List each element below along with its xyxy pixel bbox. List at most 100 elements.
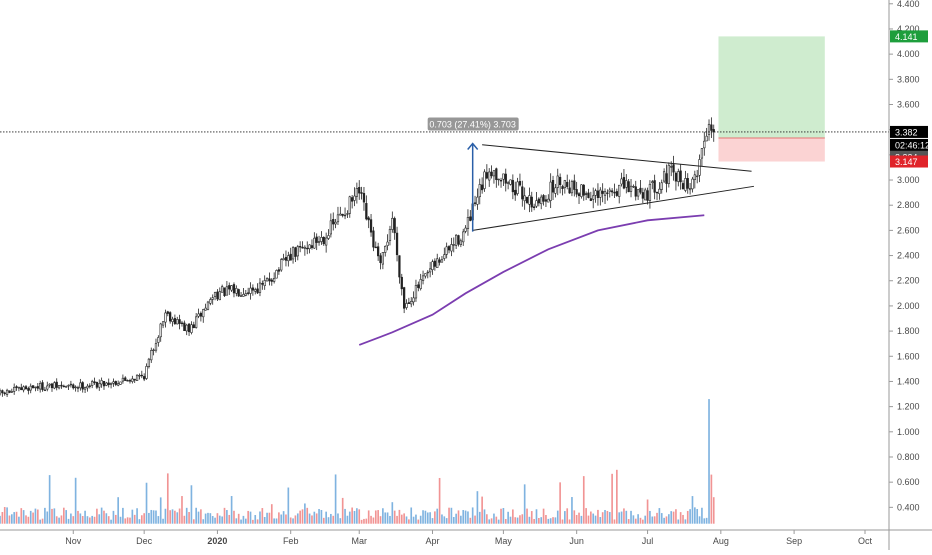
volume-bar <box>93 516 96 524</box>
volume-bar <box>679 512 682 524</box>
candle-body <box>483 171 486 189</box>
candle-body <box>296 246 299 257</box>
candle-body <box>284 257 288 261</box>
candle-body <box>140 374 143 377</box>
volume-bar <box>705 517 708 524</box>
volume-bar <box>452 516 455 524</box>
candle-body <box>535 200 538 207</box>
candle-body <box>102 380 106 387</box>
volume-bar <box>53 508 56 524</box>
volume-bar <box>178 508 181 524</box>
volume-bar <box>209 513 212 524</box>
volume-bar <box>62 507 65 524</box>
volume-bar <box>696 508 699 524</box>
candle-body <box>114 381 117 385</box>
candle-body <box>530 196 533 208</box>
volume-bar <box>672 511 675 524</box>
candle-body <box>258 282 262 293</box>
candle-body <box>554 187 557 194</box>
time-axis[interactable]: Nov Dec 2020 Feb Mar Apr May Jun Jul Aug Sep Oct <box>0 529 932 546</box>
candle-body <box>566 181 569 187</box>
candle-body <box>79 382 82 389</box>
volume-bar <box>623 508 625 524</box>
price-tick-label: 4.200 <box>897 24 920 34</box>
candle-body <box>218 291 221 301</box>
volume-bar <box>171 509 174 524</box>
volume-bar <box>280 514 283 524</box>
volume-bar <box>712 497 715 524</box>
candle-body <box>360 192 363 194</box>
candle-body <box>516 181 519 194</box>
candle-body <box>603 191 607 196</box>
volume-bar <box>455 513 457 524</box>
volume-bar <box>512 509 514 524</box>
candle-body <box>414 285 418 299</box>
candle-body <box>3 392 6 395</box>
position-zones <box>718 36 825 162</box>
volume-bar <box>287 487 290 524</box>
volume-bar <box>521 514 524 524</box>
volume-bar <box>646 499 649 524</box>
volume-bar <box>389 515 391 524</box>
candle-body <box>457 235 460 245</box>
candle-body <box>95 382 99 388</box>
volume-bar <box>682 514 684 524</box>
volume-bar <box>476 491 479 524</box>
candle-body <box>662 171 666 182</box>
time-tick-label: Feb <box>283 536 299 546</box>
volume-bar <box>70 513 72 524</box>
candle-body <box>575 189 578 195</box>
candle-body <box>223 287 226 297</box>
drawings-layer: 0.703 (27.41%) 3.703 <box>0 117 889 346</box>
candle-body <box>629 185 633 192</box>
volume-bar <box>379 516 382 524</box>
volume-bar <box>542 508 545 524</box>
candle-body <box>332 219 335 225</box>
volume-bar <box>424 510 427 524</box>
price-axis[interactable]: 4.4004.2004.0003.8003.6003.4003.2003.000… <box>888 0 920 550</box>
candle-body <box>369 219 373 233</box>
candle-body <box>478 184 481 198</box>
volume-bar <box>166 473 169 524</box>
volume-bar <box>320 509 323 524</box>
candle-body <box>485 172 488 179</box>
candle-body <box>540 196 543 205</box>
candle-body <box>310 245 314 248</box>
volume-bar <box>188 512 190 524</box>
candle-body <box>677 171 680 182</box>
volume-bar <box>431 518 434 524</box>
candle-body <box>143 376 146 380</box>
volume-bar <box>618 512 621 524</box>
candle-body <box>152 349 155 351</box>
candle-body <box>180 322 184 325</box>
candle-body <box>81 382 84 390</box>
candle-body <box>599 189 602 198</box>
candle-body <box>221 286 224 293</box>
volume-bar <box>365 518 368 524</box>
candle-body <box>405 303 408 308</box>
candle-body <box>27 388 30 391</box>
candle-body <box>400 276 403 290</box>
volume-bar <box>79 513 82 524</box>
volume-bar <box>74 477 77 524</box>
volume-bar <box>67 518 70 524</box>
volume-bar <box>48 475 51 524</box>
candle-body <box>410 301 413 305</box>
candle-body <box>150 350 153 361</box>
volume-bar <box>556 510 559 524</box>
volume-bar <box>313 511 316 524</box>
volume-bar <box>77 510 79 524</box>
volume-bar <box>86 516 89 524</box>
volume-bar <box>122 507 124 524</box>
candle-body <box>636 189 640 197</box>
candle-body <box>495 168 498 180</box>
volume-bar <box>157 516 160 524</box>
candle-body <box>76 387 80 389</box>
volume-bar <box>124 518 127 524</box>
candle-body <box>41 382 44 390</box>
volume-bar <box>13 512 16 524</box>
volume-bar <box>701 507 703 524</box>
candle-body <box>436 258 439 268</box>
